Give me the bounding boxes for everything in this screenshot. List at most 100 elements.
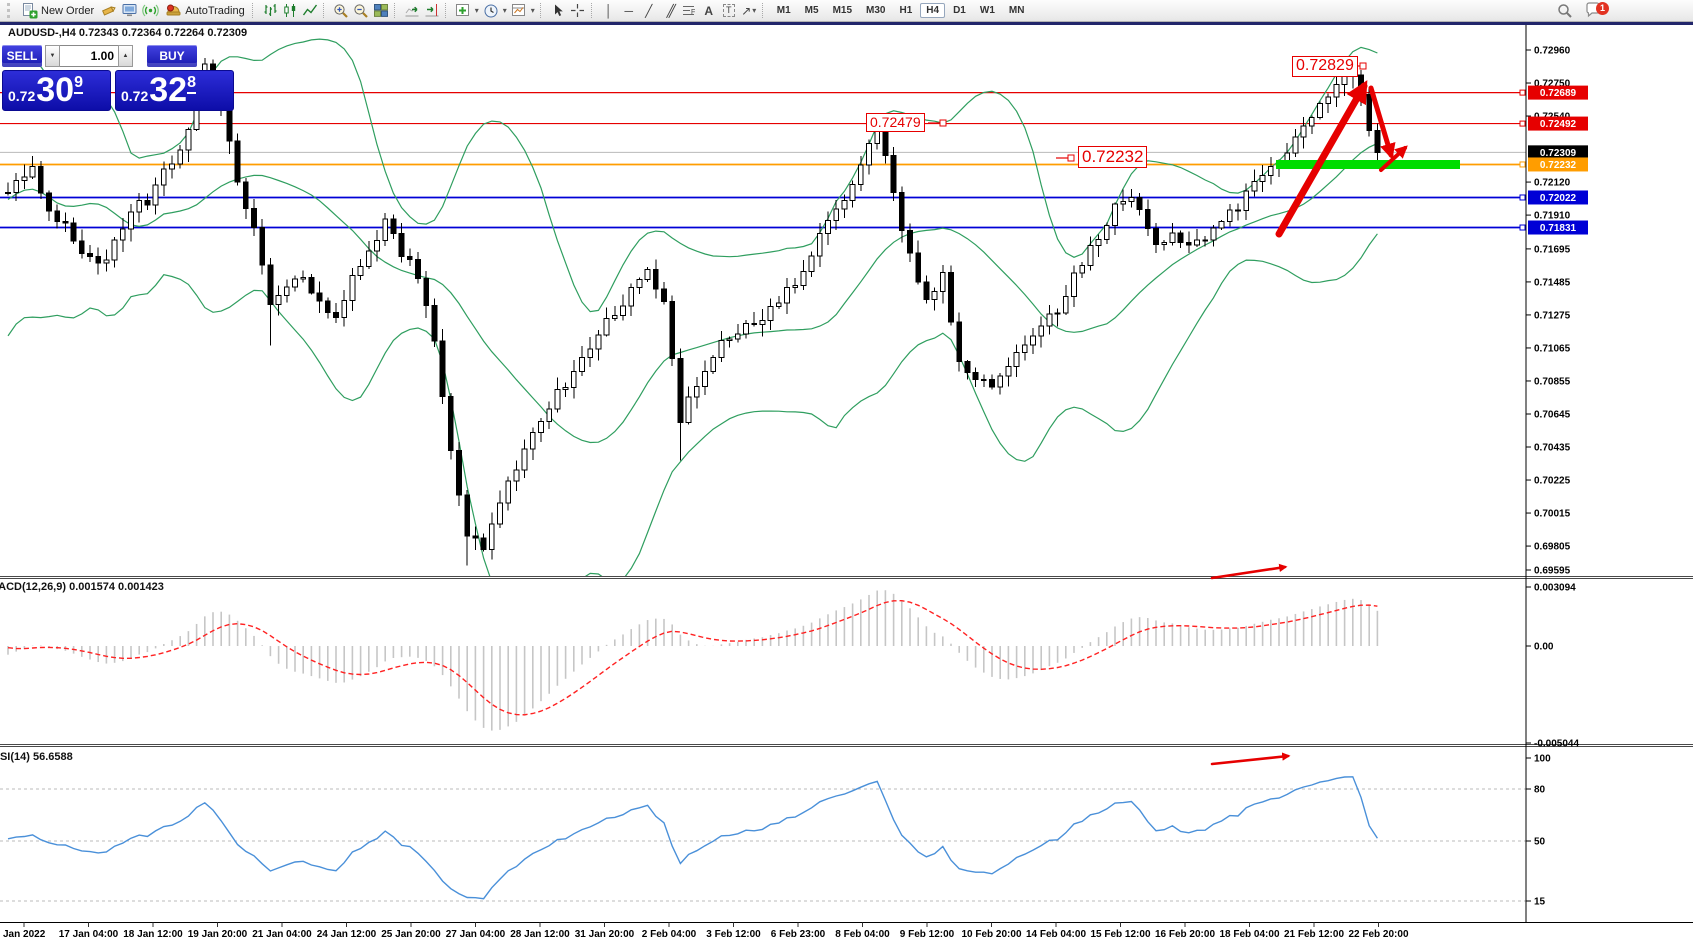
timeframe-mn[interactable]: MN — [1008, 5, 1025, 16]
svg-text:31 Jan 20:00: 31 Jan 20:00 — [575, 929, 635, 940]
timeframe-group: M1 M5 M15 M30 H1 H4 D1 W1 MN — [770, 3, 1032, 18]
timeframe-d1[interactable]: D1 — [953, 5, 966, 16]
zoom-in-button[interactable] — [331, 2, 351, 20]
autotrading-button[interactable]: AutoTrading — [161, 2, 249, 20]
chart-shift-button[interactable] — [422, 2, 442, 20]
toolbar-separator — [393, 3, 399, 18]
text-button[interactable]: A — [699, 2, 719, 20]
svg-text:0.71831: 0.71831 — [1540, 223, 1577, 234]
timeframe-m30[interactable]: M30 — [866, 5, 886, 16]
bar-chart-button[interactable] — [260, 2, 280, 20]
search-button[interactable] — [1555, 2, 1575, 20]
price-axis: 0.729600.727500.725400.721200.719100.716… — [1519, 46, 1588, 908]
periods-clock-icon — [484, 4, 498, 17]
svg-text:0.003094: 0.003094 — [1534, 583, 1576, 594]
chevron-down-icon: ▾ — [502, 6, 507, 15]
crayon-button[interactable] — [98, 2, 119, 20]
periods-button[interactable]: ▾ — [481, 2, 509, 20]
timeframe-h4[interactable]: H4 — [920, 3, 946, 18]
svg-text:0.70225: 0.70225 — [1534, 476, 1571, 487]
svg-text:0.70015: 0.70015 — [1534, 509, 1571, 520]
line-chart-button[interactable] — [300, 2, 320, 20]
svg-text:0.72232: 0.72232 — [1540, 160, 1577, 171]
terminal-icon — [122, 4, 137, 17]
svg-text:15 Feb 12:00: 15 Feb 12:00 — [1090, 929, 1150, 940]
new-order-button[interactable]: New Order — [17, 2, 98, 20]
autotrading-label: AutoTrading — [185, 4, 245, 17]
trendline-button[interactable]: ╱ — [639, 2, 659, 20]
fibonacci-button[interactable]: F — [679, 2, 699, 20]
chart-shift-icon — [425, 4, 439, 17]
notification-badge: 1 — [1596, 1, 1609, 15]
tile-windows-icon — [373, 4, 388, 17]
trend-arrow — [1379, 145, 1408, 172]
timeframe-w1[interactable]: W1 — [979, 5, 995, 16]
buy-price-display[interactable]: 0.72 32 8 — [115, 70, 234, 111]
toolbar-separator — [251, 3, 257, 18]
auto-scroll-button[interactable] — [402, 2, 422, 20]
arrows-button[interactable]: ↗ ▾ — [739, 2, 759, 20]
svg-text:0.71065: 0.71065 — [1534, 343, 1571, 354]
window-border — [0, 22, 1693, 25]
signals-button[interactable] — [140, 2, 161, 20]
templates-button[interactable]: ▾ — [509, 2, 537, 20]
svg-text:0.70855: 0.70855 — [1534, 376, 1571, 387]
volume-decrease-button[interactable]: ▼ — [45, 45, 60, 67]
rsi-label: RSI(14) 56.6588 — [0, 751, 73, 763]
chat-button[interactable]: 1 — [1585, 1, 1609, 20]
text-label-button[interactable]: T — [719, 2, 739, 20]
vertical-line-icon: │ — [605, 3, 613, 18]
price-callout[interactable]: 0.72829 — [1292, 56, 1358, 77]
candlestick-chart-button[interactable] — [280, 2, 300, 20]
svg-text:15: 15 — [1534, 897, 1546, 908]
price-callout[interactable]: 0.72479 — [866, 113, 925, 132]
terminal-button[interactable] — [119, 2, 140, 20]
sell-price-pip: 9 — [74, 74, 83, 94]
svg-text:27 Jan 04:00: 27 Jan 04:00 — [446, 929, 506, 940]
svg-text:21 Jan 04:00: 21 Jan 04:00 — [252, 929, 312, 940]
toolbar-separator — [761, 3, 767, 18]
sell-price-display[interactable]: 0.72 30 9 — [2, 70, 111, 111]
buy-price-big: 32 — [149, 71, 188, 110]
toolbar-separator — [322, 3, 328, 18]
svg-text:0.71695: 0.71695 — [1534, 244, 1571, 255]
text-label-icon: T — [723, 4, 735, 17]
vertical-line-button[interactable]: │ — [599, 2, 619, 20]
zoom-out-button[interactable] — [351, 2, 371, 20]
toolbar-separator — [539, 3, 545, 18]
timeframe-m1[interactable]: M1 — [776, 5, 791, 16]
price-callout[interactable]: 0.72232 — [1078, 146, 1148, 168]
timeframe-h1[interactable]: H1 — [899, 5, 913, 16]
svg-text:2 Feb 04:00: 2 Feb 04:00 — [642, 929, 697, 940]
trend-annotations[interactable] — [928, 62, 1460, 766]
toolbar-separator — [590, 3, 596, 18]
volume-input[interactable] — [60, 45, 118, 67]
svg-text:0.00: 0.00 — [1534, 642, 1554, 653]
svg-text:50: 50 — [1534, 837, 1546, 848]
equidistant-channel-button[interactable]: ╱╱ — [659, 2, 679, 20]
tile-windows-button[interactable] — [371, 2, 391, 20]
indicators-button[interactable]: ▾ — [453, 2, 481, 20]
trendline-icon: ╱ — [645, 3, 653, 18]
crayon-icon — [102, 6, 116, 16]
horizontal-line-icon: ─ — [624, 3, 634, 18]
buy-button[interactable]: BUY — [147, 45, 197, 67]
horizontal-line-button[interactable]: ─ — [619, 2, 639, 20]
timeframe-m15[interactable]: M15 — [832, 5, 853, 16]
volume-increase-button[interactable]: ▲ — [118, 45, 133, 67]
crosshair-button[interactable] — [568, 2, 588, 20]
svg-text:28 Jan 12:00: 28 Jan 12:00 — [510, 929, 570, 940]
sell-price-big: 30 — [36, 71, 75, 110]
svg-text:18 Jan 12:00: 18 Jan 12:00 — [123, 929, 183, 940]
svg-text:17 Jan 04:00: 17 Jan 04:00 — [59, 929, 119, 940]
svg-text:0.72689: 0.72689 — [1540, 88, 1577, 99]
indicators-icon — [455, 4, 469, 16]
toolbar: New Order — [0, 0, 1693, 22]
macd-pane — [7, 590, 1379, 731]
timeframe-m5[interactable]: M5 — [804, 5, 819, 16]
toolbar-separator — [444, 3, 450, 18]
sell-button[interactable]: SELL — [2, 45, 42, 67]
cursor-button[interactable] — [548, 2, 568, 20]
svg-text:80: 80 — [1534, 785, 1546, 796]
